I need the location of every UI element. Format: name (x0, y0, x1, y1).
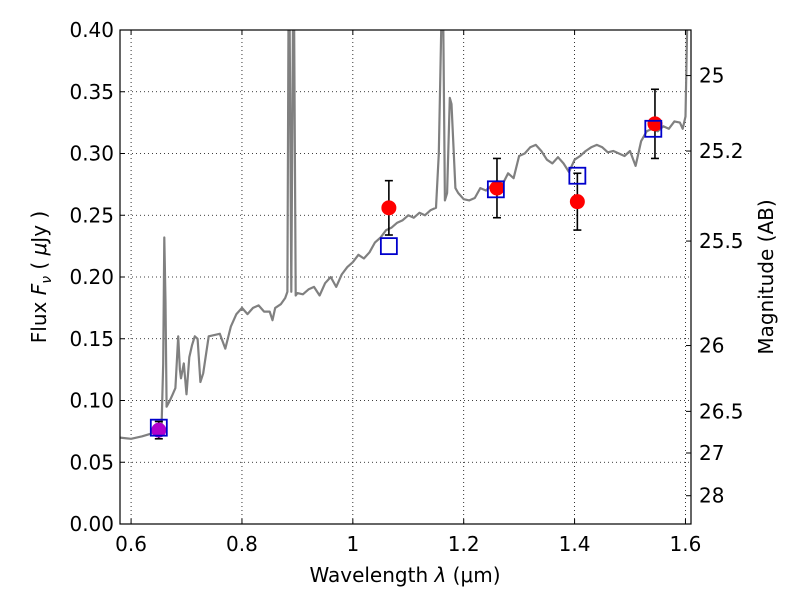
y-tick-label: 0.10 (69, 389, 114, 413)
magnitude-tick-label: 28 (699, 484, 724, 508)
x-tick-label: 0.6 (115, 532, 147, 556)
x-axis-ticks: 0.6 0.8 1 1.2 1.4 1.6 (115, 30, 701, 556)
magnitude-axis-title: Magnitude (AB) (754, 199, 778, 354)
magnitude-tick-label: 27 (699, 441, 724, 465)
x-axis-title: Wavelength λ (μm) (309, 563, 500, 587)
magnitude-axis-ticks: 25 25.2 25.5 26 26.5 27 28 (686, 64, 744, 508)
model-square (486, 180, 505, 199)
magnitude-tick-label: 26 (699, 334, 724, 358)
magnitude-tick-label: 26.5 (699, 399, 744, 423)
magnitude-tick-label: 25 (699, 64, 724, 88)
y-tick-label: 0.20 (69, 265, 114, 289)
observed-point (381, 200, 397, 216)
x-tick-label: 1.2 (448, 532, 480, 556)
y-tick-label: 0.05 (69, 450, 114, 474)
observed-point (489, 180, 505, 196)
x-tick-label: 1 (346, 532, 359, 556)
x-tick-label: 0.8 (226, 532, 258, 556)
observed-point (647, 116, 663, 132)
observed-point (151, 422, 167, 438)
x-tick-label: 1.4 (559, 532, 591, 556)
model-spectrum-line (120, 30, 689, 440)
plot-area (120, 30, 689, 440)
model-square (644, 119, 663, 138)
y-tick-label: 0.15 (69, 327, 114, 351)
model-photometry-squares (149, 119, 663, 437)
y-tick-label: 0.35 (69, 80, 114, 104)
y-tick-label: 0.00 (69, 512, 114, 536)
observed-photometry-points (151, 116, 663, 438)
model-square (379, 237, 398, 256)
model-square (568, 166, 587, 185)
x-tick-label: 1.6 (670, 532, 702, 556)
magnitude-tick-label: 25.2 (699, 139, 744, 163)
y-tick-label: 0.25 (69, 203, 114, 227)
y-tick-label: 0.30 (69, 142, 114, 166)
y-tick-label: 0.40 (69, 18, 114, 42)
model-square (149, 418, 168, 437)
magnitude-tick-label: 25.5 (699, 229, 744, 253)
observed-point (569, 194, 585, 210)
y-axis-title: Flux Fν ( μJy ) (27, 211, 55, 343)
y-axis-ticks: 0.00 0.05 0.10 0.15 0.20 0.25 0.30 0.35 0.40 (69, 18, 125, 536)
